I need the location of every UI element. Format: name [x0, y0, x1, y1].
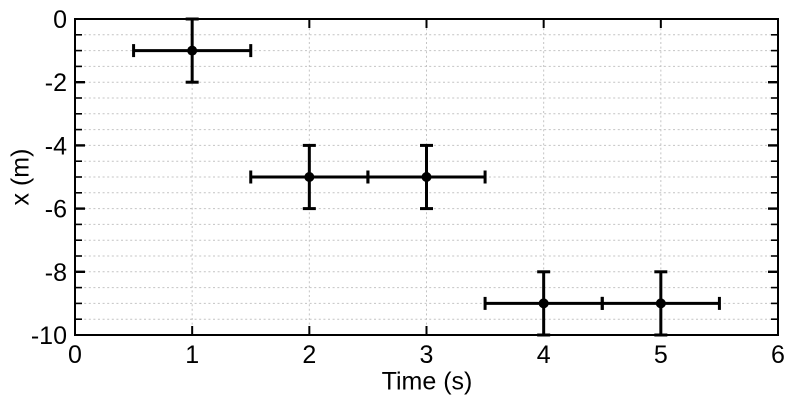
- x-tick-label: 3: [420, 341, 434, 369]
- plot-border: [74, 18, 779, 336]
- data-point: [421, 172, 432, 182]
- x-tick-label: 1: [185, 341, 199, 369]
- y-tick-label: -4: [45, 132, 67, 160]
- y-tick-label: -2: [45, 69, 67, 97]
- data-point: [655, 298, 666, 309]
- x-tick-label: 2: [302, 341, 316, 369]
- data-point: [538, 298, 549, 309]
- y-tick-label: -6: [45, 196, 67, 224]
- y-tick-label: -10: [31, 322, 67, 350]
- x-tick-label: 0: [68, 341, 82, 369]
- y-tick-label: 0: [53, 6, 67, 34]
- data-point: [304, 172, 315, 182]
- y-tick-label: -8: [45, 259, 67, 287]
- x-tick-label: 4: [537, 341, 551, 369]
- x-axis-title: Time (s): [381, 367, 473, 396]
- x-tick-label: 5: [654, 341, 668, 369]
- y-axis-title: x (m): [6, 148, 35, 206]
- data-point: [187, 45, 198, 56]
- x-tick-label: 6: [771, 341, 785, 369]
